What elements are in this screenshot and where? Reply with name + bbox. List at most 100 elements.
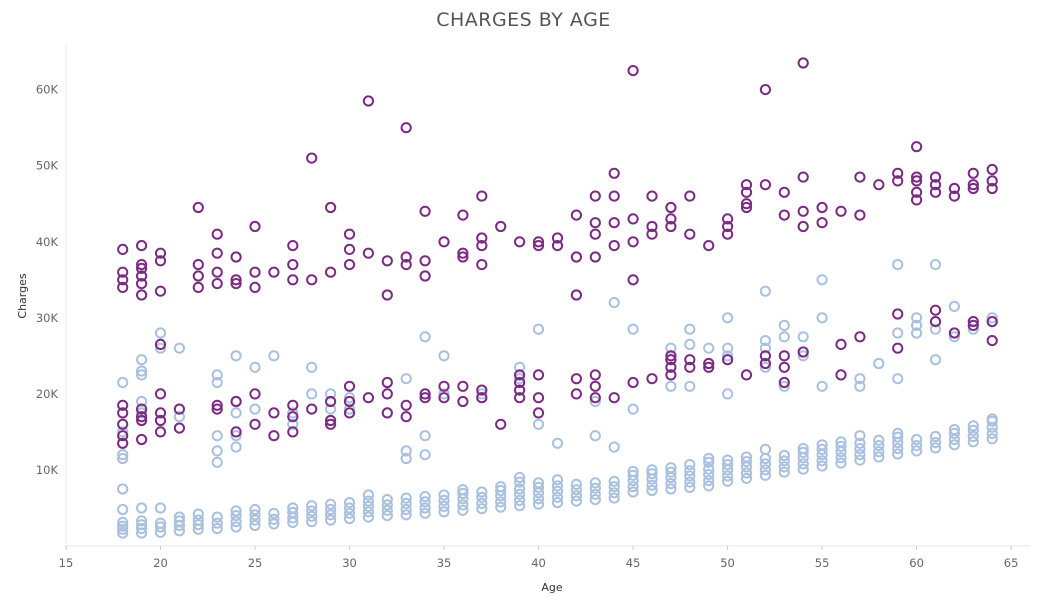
x-tick-label: 60 [909, 556, 924, 570]
data-point-light [495, 496, 507, 508]
data-point-light [325, 503, 337, 516]
data-point-light [438, 388, 450, 400]
data-point-light [854, 437, 866, 449]
data-point-light [627, 465, 639, 478]
data-point-light [136, 369, 148, 381]
data-point-light [835, 457, 847, 469]
data-point-dark [211, 228, 223, 240]
data-point-dark [117, 407, 129, 419]
data-point-dark [608, 190, 620, 202]
data-point-dark [627, 213, 639, 225]
data-point-dark [495, 220, 507, 233]
data-point-light [211, 369, 223, 381]
y-axis-ticks: 10K 20K 30K 40K 50K 60K [36, 83, 59, 477]
data-point-light [986, 312, 998, 324]
data-point-dark [986, 316, 998, 328]
data-point-dark [589, 228, 601, 240]
data-point-light [797, 331, 809, 343]
data-point-dark [665, 354, 677, 366]
data-point-light [325, 514, 337, 526]
data-point-light [551, 485, 564, 497]
y-tick-label: 40K [36, 235, 59, 249]
data-point-light [438, 350, 450, 362]
data-point-dark [476, 259, 488, 271]
data-point-light [816, 274, 828, 286]
data-point-light [381, 504, 393, 516]
data-point-light [249, 509, 261, 521]
data-point-dark [249, 418, 261, 430]
data-point-light [325, 509, 337, 521]
data-point-light [249, 361, 261, 373]
data-point-light [759, 335, 772, 347]
data-point-light [117, 516, 129, 529]
data-point-dark [948, 190, 961, 202]
data-point-light [230, 521, 242, 533]
data-point-light [514, 488, 526, 500]
data-point-light [211, 517, 223, 529]
data-point-dark [835, 205, 847, 217]
data-point-light [929, 323, 942, 335]
data-point-dark [854, 331, 866, 343]
data-point-light [457, 487, 469, 500]
data-point-light [476, 497, 488, 509]
data-point-light [778, 461, 790, 473]
data-point-light [306, 516, 318, 528]
data-point-light [381, 494, 393, 506]
data-point-light [287, 502, 299, 514]
data-point-light [929, 259, 942, 271]
data-point-dark [154, 407, 167, 419]
data-point-light [117, 449, 129, 461]
data-point-dark [343, 380, 356, 392]
data-point-dark [854, 171, 866, 183]
data-point-dark [532, 240, 545, 252]
data-point-dark [589, 251, 601, 263]
data-point-light [495, 481, 507, 493]
data-point-dark [117, 243, 129, 255]
data-point-light [230, 509, 242, 522]
data-point-dark [476, 232, 488, 244]
data-point-light [892, 327, 904, 339]
data-point-dark [892, 175, 904, 187]
data-point-light [400, 452, 412, 465]
data-point-dark [230, 426, 242, 438]
data-point-dark [117, 274, 129, 286]
data-point-light [211, 511, 223, 523]
data-point-light [911, 440, 923, 452]
data-point-dark [778, 350, 790, 362]
data-point-light [381, 499, 393, 511]
data-point-light [684, 323, 696, 335]
data-point-dark [665, 201, 677, 214]
data-point-light [325, 403, 337, 415]
data-point-dark [759, 179, 772, 191]
x-tick-label: 65 [1004, 556, 1019, 570]
data-point-dark [589, 369, 601, 381]
data-point-dark [154, 247, 167, 259]
data-point-dark [287, 426, 299, 438]
data-point-dark [154, 426, 167, 438]
data-point-light [249, 403, 261, 415]
data-point-dark [362, 247, 374, 259]
data-point-light [173, 342, 185, 354]
data-point-light [419, 502, 431, 514]
data-point-dark [495, 418, 507, 430]
x-tick-label: 50 [720, 556, 735, 570]
data-point-light [589, 430, 601, 442]
data-point-light [381, 509, 393, 522]
data-point-dark [627, 274, 639, 286]
data-point-dark [268, 266, 280, 278]
data-point-dark [551, 240, 564, 252]
data-point-light [249, 514, 261, 526]
data-point-dark [589, 380, 601, 392]
data-point-light [759, 443, 772, 455]
data-point-dark [948, 327, 961, 339]
data-point-dark [173, 422, 185, 434]
data-point-dark [136, 289, 148, 301]
data-point-light [532, 323, 545, 335]
data-point-light [892, 448, 904, 460]
data-point-light [117, 376, 129, 389]
data-point-dark [665, 361, 677, 373]
data-point-dark [306, 152, 318, 164]
data-point-dark [778, 209, 790, 221]
data-point-dark [684, 190, 696, 202]
